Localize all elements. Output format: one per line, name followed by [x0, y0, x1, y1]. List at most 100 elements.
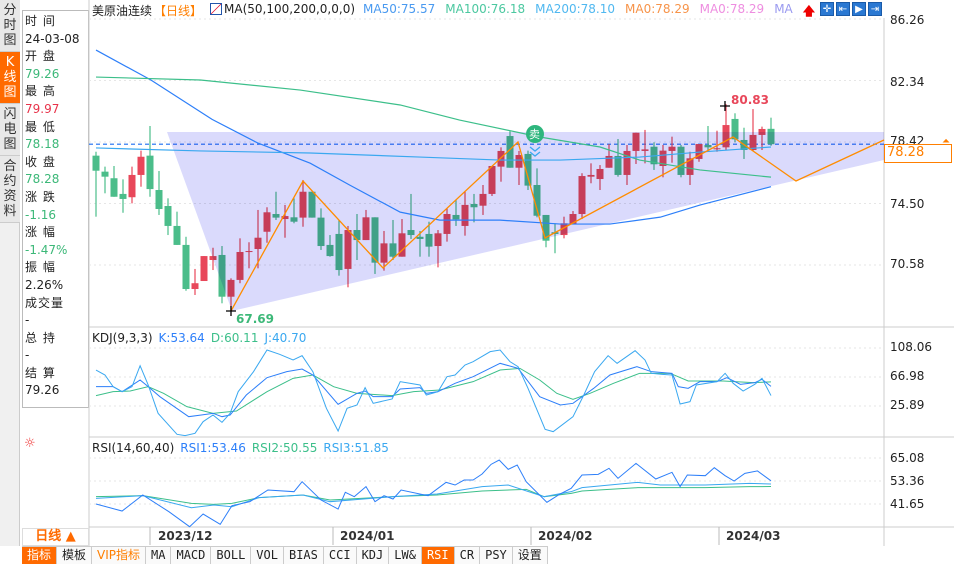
indicator-tab[interactable]: PSY	[480, 547, 513, 564]
candle-down	[164, 206, 172, 226]
expand-arrow-icon[interactable]: 🡅	[802, 4, 816, 18]
zigzag-line	[230, 136, 885, 312]
indicator-tab-bar: 指标 模板 VIP指标 MA MACD BOLL VOL BIAS CCI KDJ LW& RSI CR…	[22, 546, 548, 564]
price-axis-label: 86.26	[890, 13, 925, 27]
rsi2-value: RSI2:50.55	[251, 441, 318, 455]
info-label: 时 间	[25, 14, 56, 28]
side-tab-flash[interactable]: 闪电图	[0, 104, 20, 156]
candle-up	[200, 256, 208, 282]
rsi1-line	[95, 459, 772, 528]
side-tab-kline[interactable]: K线图	[0, 52, 20, 104]
candle-up	[191, 283, 199, 290]
date-axis-label: 2024/01	[340, 529, 395, 543]
indicator-tab[interactable]: MACD	[171, 547, 212, 564]
sell-arrow-icon	[529, 146, 541, 157]
chart-toolbar: ✛ ⇤ ▶ ⇥	[820, 2, 882, 16]
indicator-tab[interactable]: VOL	[251, 547, 284, 564]
chart-title-row: 美原油连续 【日线】 MA(50,100,200,0,0,0) MA50:75.…	[92, 2, 823, 18]
info-label: 结 算	[25, 365, 56, 380]
kdj-axis-label: 108.06	[890, 340, 932, 354]
kdj-j-value: J:40.70	[264, 331, 307, 345]
candle-down	[101, 171, 109, 177]
indicator-tab[interactable]: BIAS	[284, 547, 324, 564]
info-label: 涨 幅	[25, 225, 56, 240]
indicator-tab[interactable]: CR	[455, 547, 481, 564]
ma50-line	[95, 49, 772, 225]
price-axis-label: 74.50	[890, 197, 925, 211]
rsi-axis-label: 53.36	[890, 474, 925, 488]
info-label: 振 幅	[25, 260, 56, 275]
side-tab-contract-info[interactable]: 合约资料	[0, 156, 20, 223]
rsi-name[interactable]: RSI(14,60,40)	[92, 441, 175, 455]
ma-value: MA50:75.57	[363, 2, 436, 16]
ma-value: MA0:78.29	[625, 2, 690, 16]
sell-signal-label: 卖	[529, 128, 540, 141]
move-icon[interactable]: ✛	[820, 2, 834, 16]
kdj-j-line	[95, 349, 772, 437]
rsi2-line	[95, 486, 772, 505]
info-value: 78.28	[25, 172, 60, 187]
candle-down	[155, 190, 163, 209]
sell-signal-icon	[526, 125, 544, 143]
rsi-axis-label: 65.08	[890, 451, 925, 465]
ma-values: MA50:75.57 MA100:76.18 MA200:78.10 MA0:78.2…	[363, 2, 803, 18]
kdj-d-value: D:60.11	[210, 331, 259, 345]
ma-icon[interactable]	[210, 3, 223, 15]
indicator-tab[interactable]: LW&	[389, 547, 422, 564]
indicator-tab[interactable]: CCI	[324, 547, 357, 564]
date-axis-label: 2024/02	[538, 529, 593, 543]
ma-value: MA0:78.29	[699, 2, 765, 16]
rsi-legend: RSI(14,60,40) RSI1:53.46 RSI2:50.55 RSI3:51…	[92, 441, 395, 455]
info-label: 开 盘	[25, 49, 56, 64]
current-price-tag: 78.28	[884, 144, 952, 163]
period-label: 【日线】	[154, 4, 203, 18]
candle-down	[173, 225, 181, 245]
quote-info-panel: 时 间 24-03-08 开 盘 79.26 最 高 79.97 最 低 78.18 收 盘 78…	[22, 10, 89, 408]
candle-up	[137, 156, 145, 175]
instrument-name: 美原油连续	[92, 4, 153, 18]
settings-sun-icon[interactable]: ☼	[24, 436, 36, 451]
ma-indicator-name[interactable]: MA(50,100,200,0,0,0)	[224, 2, 356, 16]
kdj-d-line	[95, 367, 772, 414]
side-tab-timeshare[interactable]: 分时图	[0, 0, 20, 52]
info-value: 79.26	[25, 383, 60, 398]
zoom-range-icon[interactable]: ⇤	[836, 2, 850, 16]
ma-value: MA100:76.18	[445, 2, 526, 16]
candle-up	[758, 128, 766, 135]
rsi-axis-label: 41.65	[890, 497, 925, 511]
indicator-tab[interactable]: KDJ	[357, 547, 390, 564]
kdj-name[interactable]: KDJ(9,3,3)	[92, 331, 153, 345]
play-icon[interactable]: ▶	[852, 2, 866, 16]
info-label: 最 高	[25, 84, 56, 99]
candle-down	[731, 118, 739, 140]
candle-down	[92, 155, 100, 171]
info-label: 总 持	[25, 330, 56, 345]
candle-down	[110, 178, 118, 197]
candle-down	[182, 244, 190, 290]
exit-icon[interactable]: ⇥	[868, 2, 882, 16]
low-price-label: 67.69	[236, 312, 274, 326]
indicator-tab[interactable]: 指标	[22, 547, 58, 564]
info-label: 收 盘	[25, 154, 56, 169]
info-label: 成交量	[25, 295, 65, 310]
candle-up	[128, 174, 136, 198]
indicator-tab[interactable]: MA	[146, 547, 172, 564]
indicator-tab[interactable]: VIP指标	[92, 547, 147, 564]
info-value: 2.26%	[25, 277, 64, 292]
info-value: -1.47%	[25, 242, 68, 257]
low-crosshair-icon	[226, 306, 236, 316]
kdj-axis-label: 25.89	[890, 398, 925, 412]
indicator-tab[interactable]: 模板	[57, 547, 93, 564]
date-axis-label: 2024/03	[726, 529, 781, 543]
ma-value: MA200:78.10	[535, 2, 615, 16]
ma200-line	[95, 146, 772, 161]
date-axis-label: 2023/12	[158, 529, 213, 543]
indicator-tab[interactable]: RSI	[421, 547, 455, 564]
indicator-tab[interactable]: BOLL	[211, 547, 252, 564]
indicator-tab[interactable]: 设置	[513, 547, 548, 564]
scroll-up-icon[interactable]: ⏶	[942, 136, 950, 147]
period-selector[interactable]: 日线 ▲	[22, 528, 89, 546]
high-price-label: 80.83	[731, 93, 769, 107]
candle-down	[119, 193, 127, 199]
